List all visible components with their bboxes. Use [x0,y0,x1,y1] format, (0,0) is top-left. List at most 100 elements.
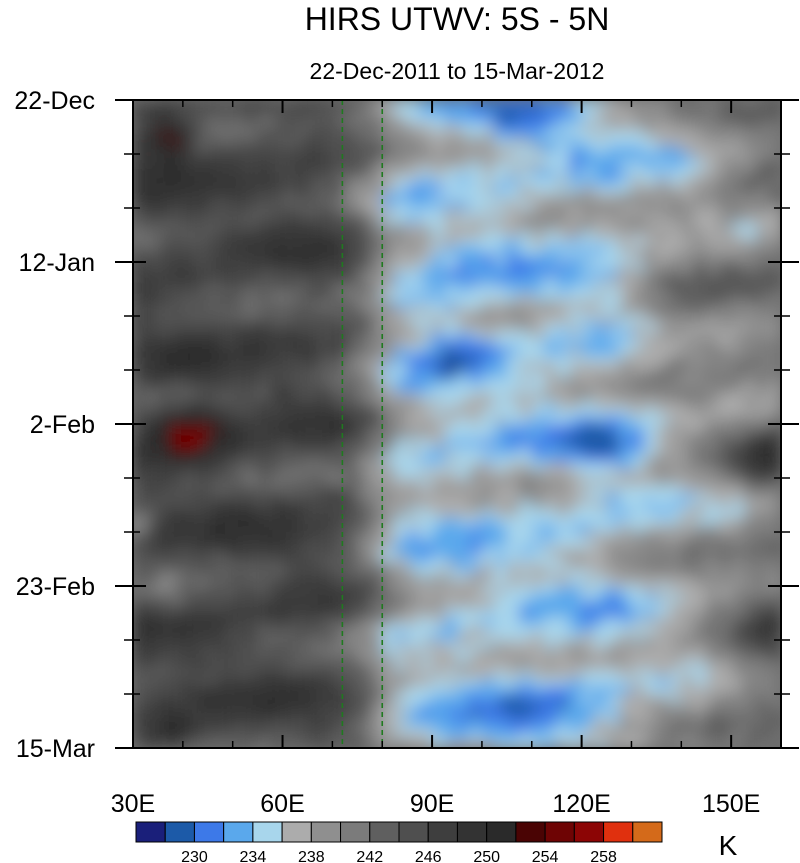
field-cell [145,238,159,248]
field-cell [157,547,171,556]
field-cell [432,138,446,147]
field-cell [319,485,333,495]
field-cell [519,370,533,379]
field-cell [594,632,608,641]
field-cell [307,709,321,718]
field-cell [606,393,620,402]
field-cell [182,123,196,132]
field-cell [469,107,483,117]
field-cell [319,717,333,726]
field-cell [681,285,695,294]
field-cell [195,269,209,279]
field-cell [282,269,296,279]
field-cell [357,678,371,687]
field-cell [444,462,458,471]
field-cell [157,516,171,525]
field-cell [432,678,446,687]
field-cell [768,316,781,325]
field-cell [668,524,682,533]
field-cell [743,601,757,610]
field-cell [170,555,184,564]
field-cell [157,717,171,726]
field-cell [718,470,732,479]
field-cell [743,539,757,549]
field-cell [656,377,670,387]
field-cell [133,184,147,194]
field-cell [668,370,682,379]
field-cell [706,493,720,502]
field-cell [307,570,321,579]
field-cell [544,616,558,626]
field-cell [232,238,246,248]
field-cell [469,184,483,194]
field-cell [594,393,608,402]
field-cell [681,724,695,734]
field-cell [519,177,533,186]
field-cell [656,215,670,225]
field-cell [581,177,595,186]
field-cell [519,655,533,664]
field-cell [556,686,570,695]
field-cell [382,115,396,124]
field-cell [257,208,271,217]
field-cell [756,269,770,279]
field-cell [718,154,732,163]
field-cell [207,308,221,317]
field-cell [357,416,371,425]
field-cell [494,208,508,217]
field-cell [643,285,657,294]
field-cell [382,138,396,147]
field-cell [668,686,682,695]
field-cell [332,370,346,379]
field-cell [481,385,495,394]
field-cell [357,254,371,263]
field-cell [556,362,570,371]
field-cell [544,547,558,556]
field-cell [170,362,184,371]
field-cell [369,215,383,225]
field-cell [556,601,570,610]
field-cell [768,470,781,479]
field-cell [631,524,645,533]
field-cell [232,640,246,649]
field-cell [606,501,620,510]
field-cell [207,393,221,402]
field-cell [531,508,545,518]
field-cell [556,586,570,595]
field-cell [457,454,471,464]
field-cell [394,115,408,124]
field-cell [469,670,483,680]
field-cell [307,478,321,487]
field-cell [506,524,520,533]
field-cell [594,254,608,263]
field-cell [332,416,346,425]
field-cell [531,501,545,510]
field-cell [145,192,159,201]
field-cell [581,362,595,371]
field-cell [544,223,558,232]
field-cell [718,246,732,255]
field-cell [369,593,383,603]
field-cell [731,393,745,402]
field-cell [245,408,259,417]
field-cell [232,331,246,340]
field-cell [369,339,383,348]
field-cell [319,354,333,363]
field-cell [743,339,757,348]
field-cell [531,246,545,255]
field-cell [220,300,234,309]
field-cell [718,485,732,495]
field-cell [569,717,583,726]
field-cell [731,385,745,394]
field-cell [407,308,421,317]
field-cell [245,323,259,333]
field-cell [394,385,408,394]
field-cell [768,694,781,703]
field-cell [768,447,781,456]
field-cell [519,539,533,549]
field-cell [619,555,633,564]
field-cell [232,539,246,549]
field-cell [756,107,770,117]
field-cell [245,516,259,525]
